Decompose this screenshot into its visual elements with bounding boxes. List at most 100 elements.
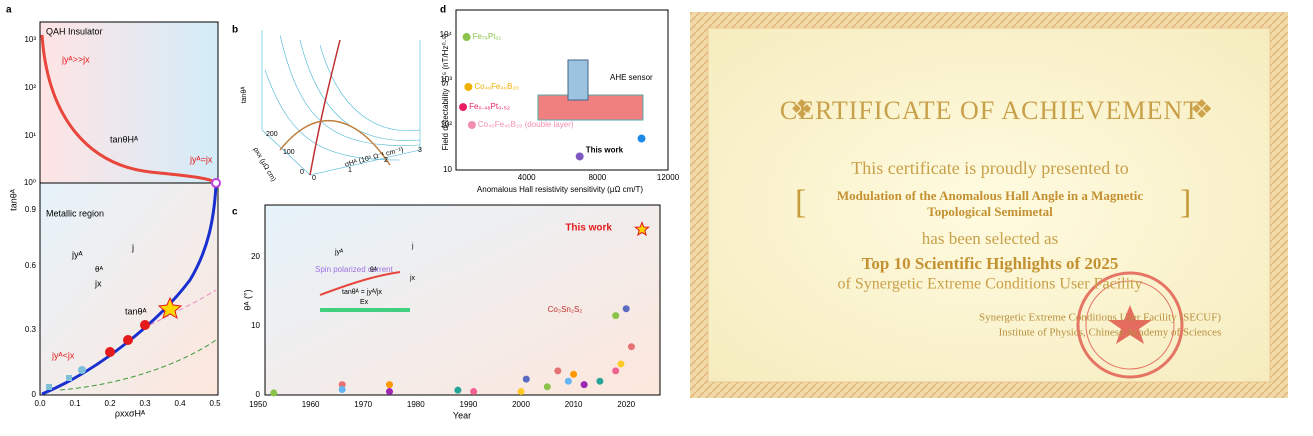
label: AHE sensor (610, 73, 653, 82)
data-point (627, 343, 635, 351)
data-point (612, 312, 620, 320)
label: jx (409, 275, 416, 282)
dash-curve (59, 339, 217, 391)
x-tick-label: 2000 (512, 400, 530, 409)
star (157, 296, 183, 320)
data-point (270, 389, 278, 397)
panel-a-top-bg (40, 22, 218, 183)
x-tick-label: 2010 (565, 400, 583, 409)
label: Fe₀.₄₈Pt₀.₅₂ (469, 102, 510, 111)
ornament: ❖ (1190, 95, 1213, 124)
label: tanθᴬ (125, 306, 148, 316)
label: jyᴬ (334, 248, 344, 256)
x-tick-label: 4000 (518, 173, 536, 182)
label: tanθᴬ = jyᴬ/jx (342, 288, 383, 296)
data-point (467, 121, 476, 129)
label: Co₄₀Fe₄₀B₂₀ (474, 82, 519, 91)
label: of Synergetic Extreme Conditions User Fa… (838, 276, 1143, 293)
data-point (596, 377, 604, 385)
y-tick-label: 10¹ (24, 131, 36, 140)
label: jyᴬ>>jx (61, 54, 90, 64)
x-tick-label: 1950 (249, 400, 267, 409)
data-point (612, 367, 620, 375)
y-tick-label: 0.9 (25, 205, 37, 214)
data-point (622, 305, 630, 313)
data-point (517, 388, 525, 396)
y-tick-label: 10 (443, 165, 452, 174)
data-point (570, 370, 578, 378)
label: Co₄₀Fe₄₀B₂₀ (double layer) (478, 120, 574, 129)
data-point (522, 375, 530, 383)
x-tick-label: 1990 (460, 400, 478, 409)
label: Co₃Sn₂S₂ (548, 305, 583, 314)
data-point (459, 103, 468, 112)
tick-label: 0 (312, 175, 316, 182)
y-tick-label: 0 (256, 390, 261, 399)
label: CERTIFICATE OF ACHIEVEMENT (780, 96, 1200, 125)
label: jyᴬ<jx (51, 350, 75, 360)
panel-a-bottom-bg (40, 183, 218, 395)
sensor-device (537, 94, 644, 121)
label: θᴬ (370, 266, 378, 274)
axis-label: Year (453, 410, 471, 420)
certificate-body (707, 27, 1271, 383)
label: This work (565, 223, 612, 234)
label: θᴬ (95, 265, 103, 274)
label: Institute of Physics, Chinese Academy of… (999, 327, 1222, 339)
label: This work (586, 146, 624, 155)
x-tick-label: 1980 (407, 400, 425, 409)
panel-label: b (232, 25, 238, 36)
panel-c-frame (264, 204, 661, 396)
seal-ring (1085, 280, 1175, 370)
y-tick-label: 10³ (24, 35, 36, 44)
panel-label: d (440, 5, 446, 16)
axis-label: θᴬ (°) (242, 289, 252, 310)
tick-label: 100 (283, 149, 295, 156)
data-point (462, 33, 471, 42)
label: Fe₇₉Pt₂₁ (473, 32, 502, 41)
y-tick-label: 10² (440, 120, 452, 129)
x-tick-label: 0.0 (34, 399, 46, 408)
bracket: ] (1180, 184, 1191, 221)
seal-star (1108, 305, 1152, 344)
label: jx (94, 278, 102, 288)
label: has been selected as (922, 229, 1058, 248)
inset-curve (319, 271, 401, 296)
data-point (543, 383, 551, 391)
critical-point (211, 178, 221, 188)
label: Topological Semimetal (927, 204, 1053, 219)
label: j (131, 242, 134, 252)
axis-label: ρxx (μΩ cm) (252, 146, 277, 183)
tick-label: 0 (300, 169, 304, 176)
x-tick-label: 1960 (302, 400, 320, 409)
panel-a-frame (39, 21, 219, 396)
data-point (580, 381, 588, 389)
data-point (637, 134, 646, 143)
data-point (564, 377, 572, 385)
bracket: [ (795, 184, 806, 221)
y-tick-label: 10 (251, 321, 260, 330)
label: Top 10 Scientific Highlights of 2025 (862, 254, 1119, 273)
data-point (634, 221, 650, 237)
axis-label: Field detectability S⁰·⁵ (nT/Hz⁰·⁵) (441, 33, 450, 150)
panel-d-frame (455, 9, 669, 171)
label: jyᴬ (71, 249, 83, 259)
panel-b-surface (261, 30, 421, 176)
label: Metallic region (46, 208, 104, 218)
ornament: ❖ (790, 95, 813, 124)
tick-label: 200 (266, 131, 278, 138)
y-tick-label: 0 (32, 390, 37, 399)
tick-label: 1 (348, 167, 352, 174)
data-point (338, 381, 346, 389)
label: Synergetic Extreme Conditions User Facil… (979, 312, 1221, 324)
y-tick-label: 10³ (440, 75, 452, 84)
label: Spin polarized current (315, 265, 394, 274)
dash-curve (149, 289, 217, 326)
label: QAH Insulator (46, 26, 103, 36)
x-tick-label: 0.4 (174, 399, 186, 408)
tick-label: 2 (384, 157, 388, 164)
y-tick-label: 10⁴ (440, 30, 453, 39)
axis-label: ρxxσHᴬ (115, 408, 146, 418)
label: Ex (360, 299, 369, 306)
